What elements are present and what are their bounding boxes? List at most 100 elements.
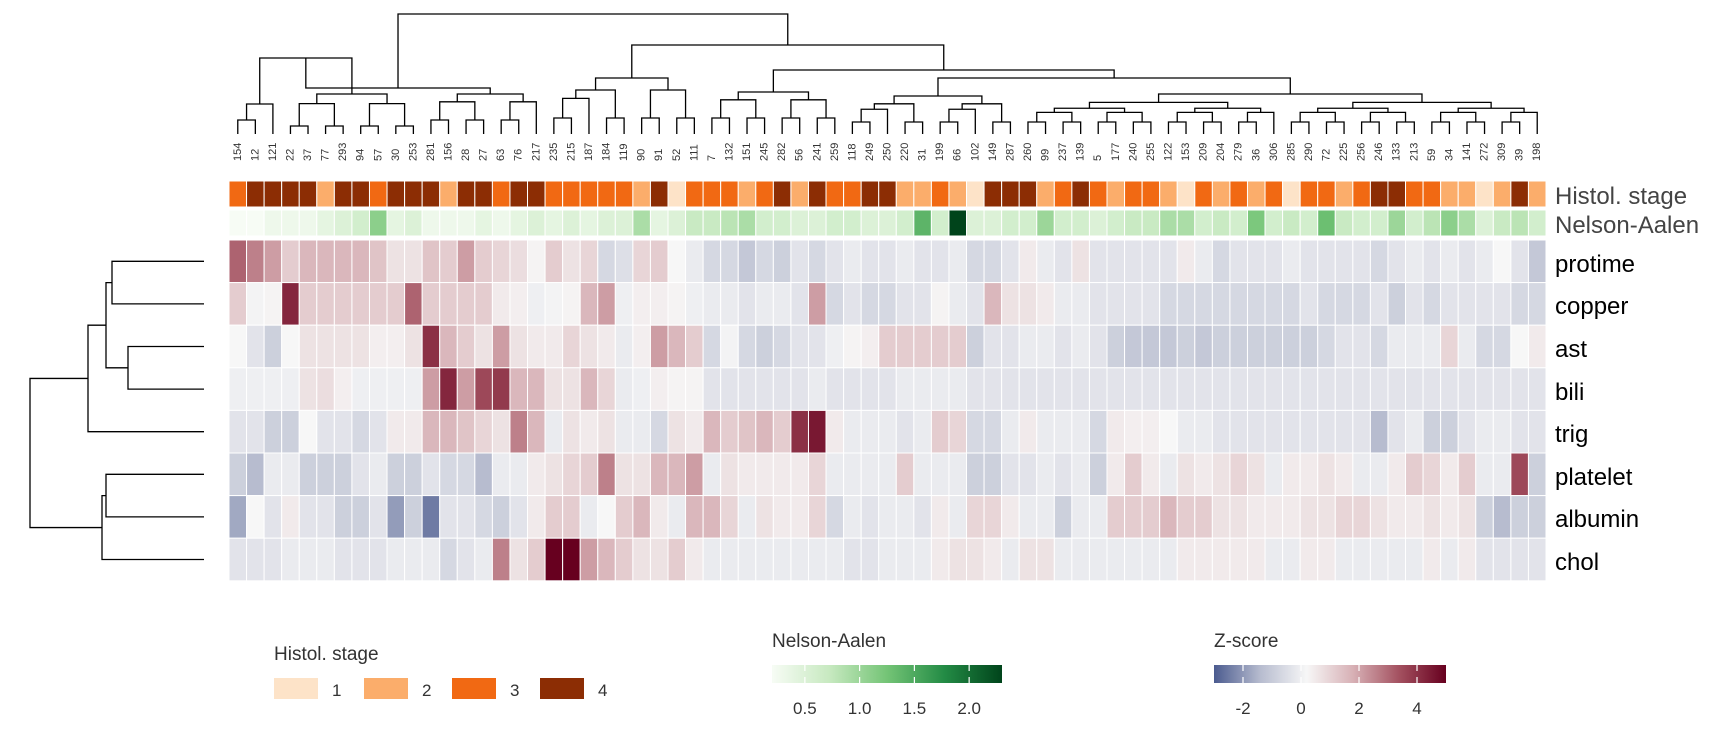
heatmap-cell-platelet (246, 452, 265, 497)
heatmap-cell-albumin (1001, 495, 1020, 539)
heatmap-cell-albumin (404, 495, 423, 539)
column-label: 235 (548, 143, 560, 161)
column-label: 59 (1426, 149, 1438, 161)
heatmap-cell-albumin (1334, 495, 1354, 539)
heatmap-cell-bili (368, 367, 388, 411)
heatmap-cell-trig (404, 409, 423, 454)
dendrogram-branch (1088, 101, 1229, 109)
nelson-aalen-cell (1510, 209, 1529, 237)
heatmap-cell-bili (1071, 367, 1090, 411)
heatmap-cell-ast (1106, 324, 1126, 369)
column-label: 260 (1022, 143, 1034, 161)
nelson-aalen-cell (439, 209, 458, 237)
heatmap-cell-copper (421, 282, 441, 326)
heatmap-cell-platelet (228, 452, 248, 497)
heatmap-cell-ast (456, 324, 476, 369)
heatmap-cell-albumin (228, 495, 248, 539)
heatmap-cell-trig (702, 409, 722, 454)
row-label-bili: bili (1555, 379, 1584, 406)
nelson-aalen-cell (1492, 209, 1512, 237)
histol-stage-cell (1106, 180, 1126, 208)
heatmap-cell-bili (1264, 367, 1284, 411)
nelson-aalen-cell (1176, 209, 1196, 237)
heatmap-cell-copper (966, 282, 985, 326)
nelson-aalen-cell (667, 209, 687, 237)
heatmap-cell-albumin (1159, 495, 1178, 539)
nelson-aalen-cell (1229, 209, 1248, 237)
dendrogram-branch (851, 121, 871, 134)
heatmap-cell-chol (1492, 537, 1512, 582)
heatmap-cell-albumin (632, 495, 651, 539)
dendrogram-branch (772, 69, 1115, 92)
heatmap-cell-trig (491, 409, 511, 454)
heatmap-cell-copper (1211, 282, 1231, 326)
legend-label-stage-1: 1 (332, 681, 341, 700)
column-label: 213 (1408, 143, 1420, 161)
heatmap-cell-protime (579, 239, 599, 284)
heatmap-cell-ast (1246, 324, 1266, 369)
heatmap-cell-trig (1352, 409, 1371, 454)
heatmap-cell-bili (1246, 367, 1266, 411)
heatmap-cell-trig (1229, 409, 1248, 454)
heatmap-cell-trig (790, 409, 809, 454)
column-label: 72 (1321, 149, 1333, 161)
histol-stage-cell (351, 180, 370, 208)
heatmap-cell-protime (228, 239, 248, 284)
column-label: 199 (934, 143, 946, 161)
heatmap-cell-chol (1405, 537, 1424, 582)
histol-stage-cell (386, 180, 406, 208)
heatmap-cell-ast (439, 324, 458, 369)
column-label: 153 (1180, 143, 1192, 161)
heatmap-cell-copper (1176, 282, 1196, 326)
heatmap-cell-copper (807, 282, 827, 326)
heatmap-cell-protime (720, 239, 739, 284)
heatmap-cell-albumin (1405, 495, 1424, 539)
heatmap-cell-platelet (685, 452, 704, 497)
heatmap-cell-trig (1422, 409, 1442, 454)
column-label: 99 (1040, 149, 1052, 161)
heatmap-cell-trig (298, 409, 318, 454)
heatmap-cell-platelet (562, 452, 581, 497)
heatmap-cell-bili (527, 367, 546, 411)
histol-stage-cell (474, 180, 493, 208)
histol-stage-cell (860, 180, 880, 208)
heatmap-cell-bili (772, 367, 792, 411)
histol-stage-cell (702, 180, 722, 208)
heatmap-cell-ast (720, 324, 739, 369)
column-label: 245 (759, 143, 771, 161)
heatmap-cell-bili (1334, 367, 1354, 411)
dendrogram-branch (1360, 121, 1380, 134)
heatmap-cell-trig (439, 409, 458, 454)
heatmap-cell-chol (825, 537, 845, 582)
heatmap-cell-albumin (1246, 495, 1266, 539)
column-label: 119 (618, 143, 630, 161)
heatmap-cell-ast (983, 324, 1003, 369)
nelson-aalen-cell (351, 209, 370, 237)
heatmap-cell-trig (913, 409, 932, 454)
histol-stage-cell (1440, 180, 1459, 208)
dendrogram-branch (1132, 121, 1152, 134)
dendrogram-branch (245, 103, 274, 134)
heatmap-cell-bili (1387, 367, 1407, 411)
heatmap-cell-albumin (368, 495, 388, 539)
heatmap-cell-platelet (649, 452, 669, 497)
column-label: 76 (513, 149, 525, 161)
column-label: 139 (1075, 143, 1087, 161)
heatmap-cell-protime (790, 239, 809, 284)
nelson-aalen-cell (649, 209, 669, 237)
heatmap-cell-chol (246, 537, 265, 582)
heatmap-cell-bili (333, 367, 353, 411)
heatmap-cell-copper (825, 282, 845, 326)
histol-stage-cell (491, 180, 511, 208)
nelson-aalen-cell (772, 209, 792, 237)
dendrogram-branch (553, 117, 573, 134)
column-label: 102 (969, 143, 981, 161)
column-label: 94 (355, 149, 367, 161)
heatmap-cell-platelet (772, 452, 792, 497)
heatmap-cell-ast (1527, 324, 1547, 369)
heatmap-cell-protime (913, 239, 932, 284)
nelson-aalen-cell (1264, 209, 1284, 237)
heatmap-cell-trig (1141, 409, 1161, 454)
column-label: 215 (565, 143, 577, 161)
heatmap-cell-trig (456, 409, 476, 454)
